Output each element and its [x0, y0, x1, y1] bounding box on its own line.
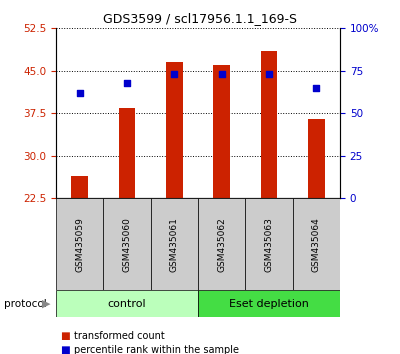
Text: Eset depletion: Eset depletion — [229, 298, 309, 309]
Bar — [119, 108, 135, 198]
Text: GSM435060: GSM435060 — [122, 217, 132, 272]
Text: percentile rank within the sample: percentile rank within the sample — [74, 346, 239, 354]
Text: transformed count: transformed count — [74, 331, 165, 341]
Bar — [261, 51, 277, 198]
Bar — [308, 119, 325, 198]
Point — [266, 72, 272, 77]
Point — [313, 85, 320, 91]
Bar — [56, 198, 103, 290]
Bar — [166, 62, 183, 198]
Bar — [245, 198, 293, 290]
Bar — [198, 290, 340, 317]
Point — [76, 90, 83, 96]
Bar — [198, 198, 245, 290]
Text: control: control — [108, 298, 146, 309]
Point — [171, 72, 178, 77]
Point — [124, 80, 130, 86]
Bar — [213, 65, 230, 198]
Bar — [71, 176, 88, 198]
Text: GSM435064: GSM435064 — [312, 217, 321, 272]
Text: GSM435061: GSM435061 — [170, 217, 179, 272]
Bar — [293, 198, 340, 290]
Text: GSM435063: GSM435063 — [264, 217, 274, 272]
Bar — [151, 198, 198, 290]
Text: ■: ■ — [60, 346, 70, 354]
Point — [218, 72, 225, 77]
Bar — [56, 290, 198, 317]
Text: ▶: ▶ — [42, 298, 50, 309]
Text: GDS3599 / scl17956.1.1_169-S: GDS3599 / scl17956.1.1_169-S — [103, 12, 297, 25]
Text: protocol: protocol — [4, 298, 47, 309]
Text: GSM435062: GSM435062 — [217, 217, 226, 272]
Bar — [103, 198, 151, 290]
Text: ■: ■ — [60, 331, 70, 341]
Text: GSM435059: GSM435059 — [75, 217, 84, 272]
